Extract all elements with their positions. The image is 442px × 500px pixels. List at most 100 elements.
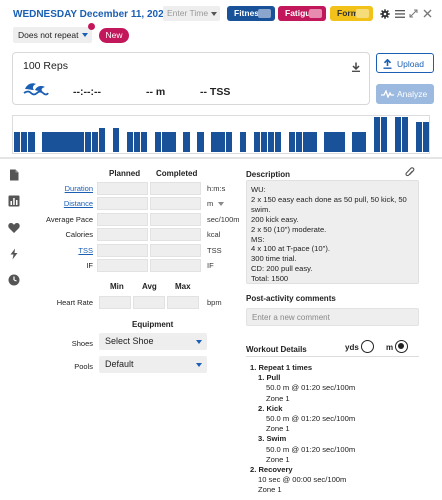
gear-icon[interactable]	[380, 9, 390, 19]
shoes-select[interactable]: Select Shoe	[99, 333, 207, 350]
hr-avg-field[interactable]	[133, 296, 165, 309]
repeat-select[interactable]: Does not repeat	[13, 27, 92, 43]
completed-distance-field[interactable]	[150, 197, 201, 211]
workout-date: WEDNESDAY December 11, 2024	[13, 9, 170, 20]
chevron-down-icon[interactable]	[218, 202, 224, 207]
chart-bar	[422, 122, 429, 152]
planned-duration-field[interactable]	[97, 182, 148, 195]
expand-icon[interactable]	[409, 9, 418, 18]
upload-label: Upload	[397, 59, 424, 69]
description-box[interactable]: WU: 2 x 150 easy each done as 50 pull, 50…	[246, 180, 419, 284]
chart-bar	[14, 131, 21, 152]
description-line: WU:	[251, 185, 266, 194]
chart-bar	[225, 131, 232, 152]
radio-selected-dot	[398, 343, 405, 350]
form-chip[interactable]: Form	[330, 6, 373, 21]
workout-step-detail: Zone 1	[266, 393, 290, 403]
hr-max-header: Max	[175, 282, 191, 291]
metric-label-tss[interactable]: TSS	[78, 245, 93, 255]
chevron-down-icon	[82, 33, 88, 37]
pools-label: Pools	[74, 362, 93, 371]
chart-bar	[77, 131, 84, 152]
chart-bar	[296, 131, 303, 152]
bolt-icon[interactable]	[8, 248, 20, 260]
chart-bar	[155, 131, 162, 152]
metric-unit: IF	[207, 261, 214, 270]
planned-average-pace-field[interactable]	[97, 212, 148, 226]
planned-distance-field[interactable]	[97, 197, 148, 211]
comment-input[interactable]: Enter a new comment	[246, 308, 419, 326]
summary-card: 100 Reps --:--:-- -- m -- TSS	[12, 52, 370, 105]
new-button[interactable]: New	[99, 28, 129, 43]
description-line: CD: 200 pull easy.	[251, 264, 313, 274]
menu-icon[interactable]	[395, 10, 405, 18]
paperclip-icon[interactable]	[405, 167, 415, 179]
metric-label-if: IF	[86, 261, 93, 270]
fatigue-swatch	[309, 9, 322, 18]
enter-time-select[interactable]: Enter Time	[163, 6, 220, 21]
chart-bar	[415, 122, 423, 152]
chart-bar	[331, 131, 338, 152]
completed-calories-field[interactable]	[150, 228, 201, 242]
completed-average-pace-field[interactable]	[150, 212, 201, 226]
download-icon[interactable]	[351, 62, 361, 72]
form-swatch	[356, 9, 369, 18]
planned-if-field[interactable]	[97, 259, 148, 272]
completed-tss-field[interactable]	[150, 243, 201, 257]
analyze-button[interactable]: Analyze	[376, 84, 434, 104]
document-icon[interactable]	[8, 169, 20, 181]
workout-step-detail: Zone 1	[258, 485, 282, 495]
chevron-down-icon	[211, 12, 217, 16]
heart-icon[interactable]	[8, 222, 20, 234]
chart-bar	[274, 131, 282, 152]
unit-yds-radio[interactable]	[361, 340, 374, 353]
chart-bar	[352, 131, 359, 152]
metric-label-duration[interactable]: Duration	[64, 184, 93, 193]
chevron-down-icon	[196, 340, 202, 344]
upload-button[interactable]: Upload	[376, 53, 434, 73]
fatigue-label: Fatigue	[285, 8, 316, 18]
chart-bar	[56, 131, 63, 152]
workout-step-detail: 10 sec @ 00:00 sec/100m	[258, 475, 347, 485]
chart-bar	[98, 127, 106, 152]
swim-icon	[23, 83, 49, 96]
upload-icon	[383, 59, 392, 69]
workout-details-divider	[246, 356, 419, 357]
chart-bar	[253, 131, 261, 152]
divider	[0, 157, 442, 159]
planned-header: Planned	[109, 169, 141, 178]
workout-step-title: 3. Swim	[258, 434, 287, 444]
pools-select[interactable]: Default	[99, 356, 207, 373]
chart-bar	[21, 131, 28, 152]
hr-max-field[interactable]	[167, 296, 199, 309]
chart-bar	[394, 116, 402, 152]
bar-chart-icon[interactable]	[8, 195, 20, 207]
chart-bar	[42, 131, 49, 152]
description-line: MS:	[251, 234, 265, 244]
chart-bar	[169, 131, 176, 152]
shoes-label: Shoes	[71, 339, 93, 348]
chart-bar	[211, 131, 218, 152]
metric-unit: m	[207, 199, 214, 209]
metric-label-distance[interactable]: Distance	[63, 199, 93, 209]
fitness-chip[interactable]: Fitness	[227, 6, 275, 21]
chart-bar	[112, 127, 120, 152]
planned-calories-field[interactable]	[97, 228, 148, 242]
description-line: 2 x 150 easy each done as 50 pull, 50 ki…	[251, 194, 407, 204]
unit-m-radio[interactable]	[395, 340, 408, 353]
close-icon[interactable]	[423, 9, 432, 18]
completed-duration-field[interactable]	[150, 182, 201, 195]
fatigue-chip[interactable]: Fatigue	[278, 6, 326, 21]
chart-bar	[140, 131, 148, 152]
chart-bar	[49, 131, 56, 152]
workout-step-title: 2. Kick	[258, 403, 283, 413]
planned-tss-field[interactable]	[97, 243, 148, 257]
completed-if-field[interactable]	[150, 259, 201, 272]
description-text: WU: 2 x 150 easy each done as 50 pull, 50…	[251, 185, 415, 284]
metric-label-average-pace: Average Pace	[46, 214, 93, 224]
analyze-label: Analyze	[397, 89, 428, 99]
form-label: Form	[337, 8, 359, 18]
hr-min-field[interactable]	[99, 296, 131, 309]
clock-icon[interactable]	[8, 274, 20, 286]
workout-step-detail: Zone 1	[266, 424, 290, 434]
